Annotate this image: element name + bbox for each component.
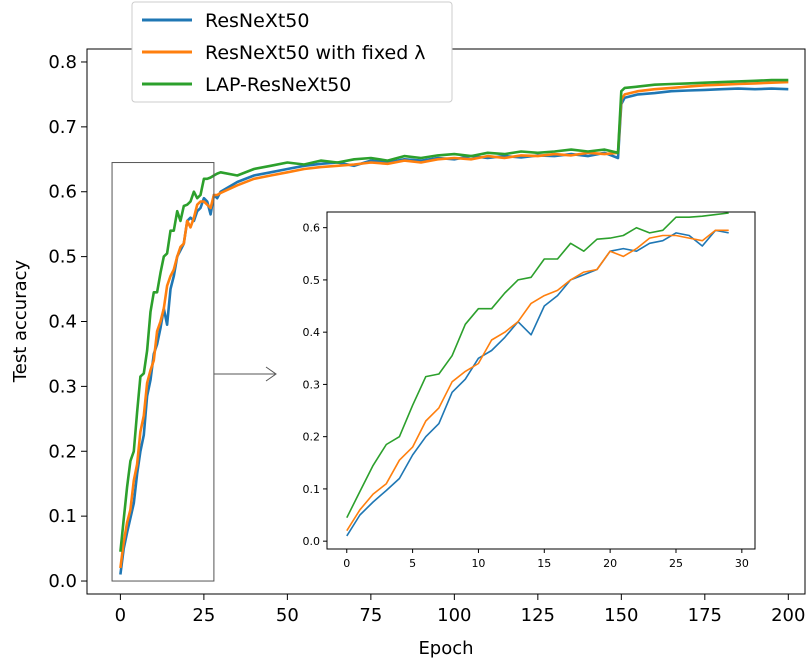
y-tick-label: 0.6 bbox=[48, 182, 77, 203]
x-tick-label: 75 bbox=[359, 605, 382, 626]
legend-label-3: LAP-ResNeXt50 bbox=[205, 74, 351, 96]
inset-x-tick-label: 25 bbox=[669, 557, 683, 570]
y-axis-label: Test accuracy bbox=[10, 259, 31, 383]
x-tick-label: 25 bbox=[192, 605, 215, 626]
inset-y-tick-label: 0.4 bbox=[303, 326, 321, 339]
legend: ResNeXt50 ResNeXt50 with fixed λ LAP-ResNe… bbox=[142, 10, 426, 96]
zoom-arrow-head bbox=[265, 366, 277, 382]
inset-y-tick-label: 0.5 bbox=[303, 274, 321, 287]
inset-ticks: 0 5 10 15 20 25 30 0.0 0.1 0.2 0.3 0.4 0.5 0.6 bbox=[303, 222, 749, 570]
x-tick-label: 0 bbox=[115, 605, 126, 626]
y-tick-label: 0.2 bbox=[48, 441, 77, 462]
legend-label-1: ResNeXt50 bbox=[205, 10, 309, 32]
inset-x-tick-label: 5 bbox=[409, 557, 416, 570]
inset-x-tick-label: 15 bbox=[537, 557, 551, 570]
x-tick-label: 125 bbox=[521, 605, 555, 626]
legend-box bbox=[131, 1, 453, 103]
y-tick-label: 0.5 bbox=[48, 247, 77, 268]
series-line-3 bbox=[119, 78, 789, 552]
inset-series-line-3 bbox=[346, 212, 729, 519]
x-tick-label: 100 bbox=[437, 605, 471, 626]
zoom-group bbox=[111, 162, 215, 582]
inset-series-line-2 bbox=[346, 229, 729, 532]
y-tick-label: 0.8 bbox=[48, 52, 77, 73]
inset-series-line-1 bbox=[346, 229, 729, 537]
y-tick-label: 0.3 bbox=[48, 376, 77, 397]
x-axis-label: Epoch bbox=[418, 638, 473, 659]
inset-plot-frame bbox=[326, 211, 756, 550]
inset-x-tick-label: 20 bbox=[603, 557, 617, 570]
inset-y-tick-label: 0.1 bbox=[303, 483, 321, 496]
main-ticks: 0 25 50 75 100 125 150 175 2000.00.10.20.30.40.5… bbox=[48, 52, 805, 626]
inset-y-tick-label: 0.0 bbox=[303, 535, 321, 548]
legend-label-2: ResNeXt50 with fixed λ bbox=[205, 42, 426, 64]
x-tick-label: 50 bbox=[276, 605, 299, 626]
inset-x-tick-label: 30 bbox=[735, 557, 749, 570]
y-tick-label: 0.4 bbox=[48, 312, 77, 333]
inset-x-tick-label: 0 bbox=[343, 557, 350, 570]
inset-y-tick-label: 0.3 bbox=[303, 378, 321, 391]
main-series bbox=[119, 78, 789, 575]
zoom-box bbox=[111, 162, 215, 582]
inset-series bbox=[346, 212, 729, 537]
y-tick-label: 0.0 bbox=[48, 571, 77, 592]
inset-x-tick-label: 10 bbox=[471, 557, 485, 570]
inset-y-tick-label: 0.2 bbox=[303, 431, 321, 444]
x-tick-label: 150 bbox=[604, 605, 638, 626]
y-tick-label: 0.7 bbox=[48, 117, 77, 138]
inset-y-tick-label: 0.6 bbox=[303, 222, 321, 235]
y-tick-label: 0.1 bbox=[48, 506, 77, 527]
x-tick-label: 200 bbox=[771, 605, 805, 626]
x-tick-label: 175 bbox=[688, 605, 722, 626]
